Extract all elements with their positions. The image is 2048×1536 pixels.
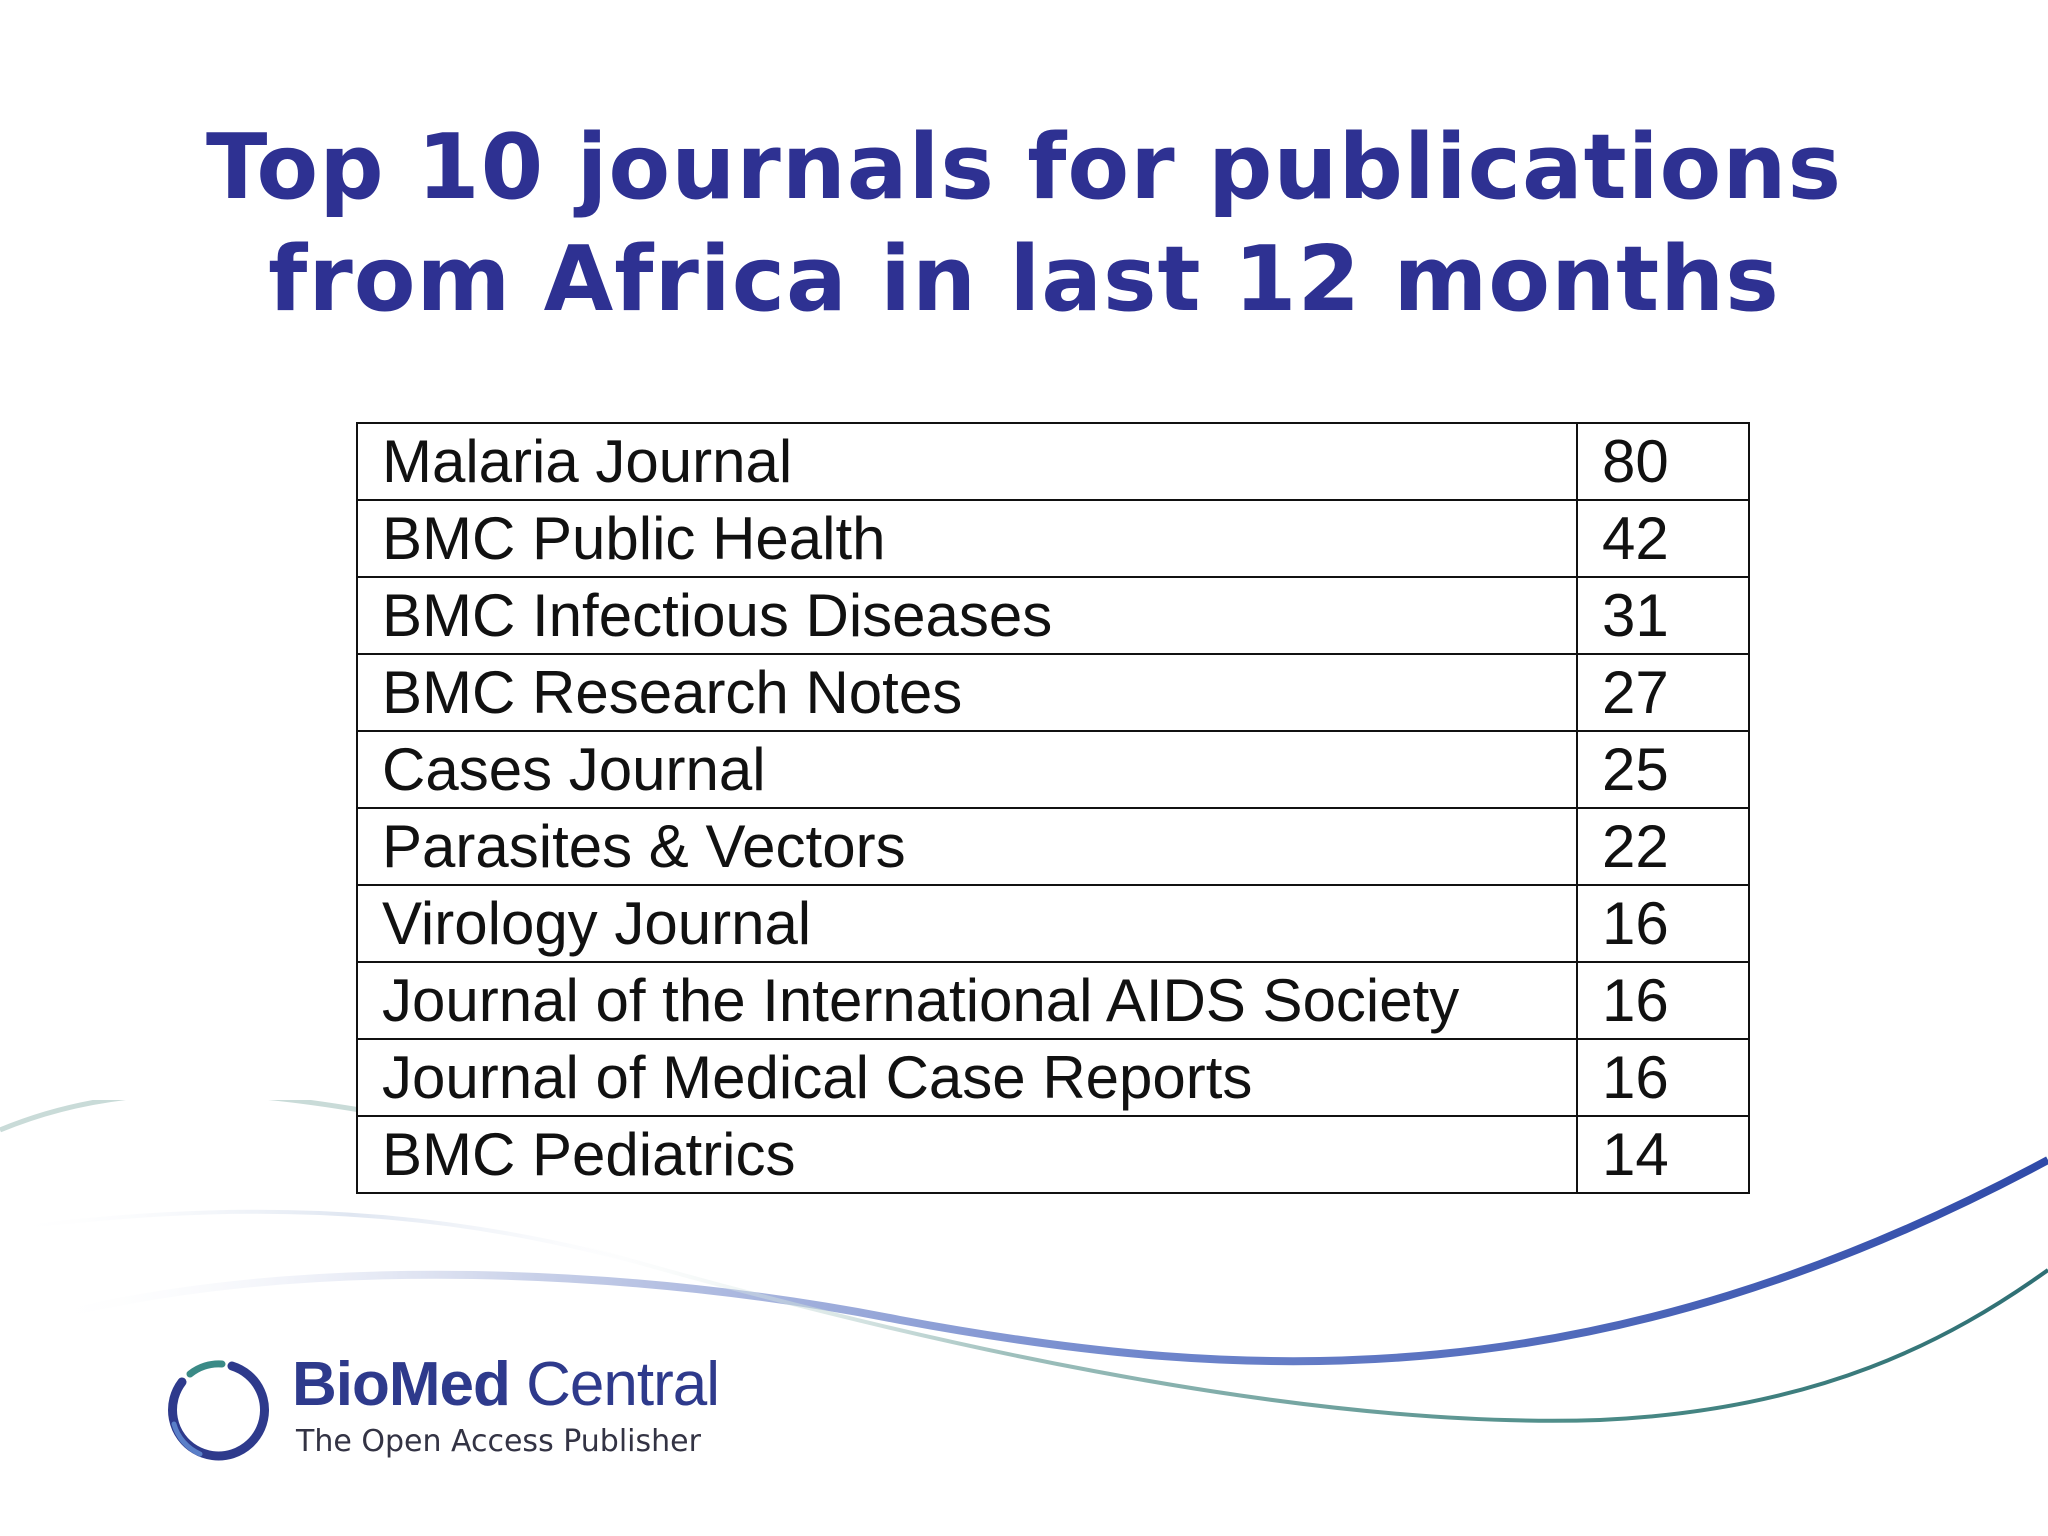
journal-name-cell: Cases Journal (356, 730, 1578, 809)
journal-name-cell: BMC Research Notes (356, 653, 1578, 732)
journal-name-cell: BMC Infectious Diseases (356, 576, 1578, 655)
journal-name-cell: BMC Pediatrics (356, 1115, 1578, 1194)
journal-name-cell: Malaria Journal (356, 422, 1578, 501)
swoosh-pale-curve (0, 1209, 701, 1282)
publication-count-cell: 22 (1576, 807, 1750, 886)
table-row: BMC Infectious Diseases 31 (356, 576, 1750, 655)
logo-tagline: The Open Access Publisher (296, 1424, 701, 1459)
table-row: BMC Public Health 42 (356, 499, 1750, 578)
publication-count-cell: 16 (1576, 884, 1750, 963)
table-row: BMC Pediatrics 14 (356, 1115, 1750, 1194)
journal-name-cell: BMC Public Health (356, 499, 1578, 578)
biomed-central-logo: BioMed Central The Open Access Publisher (160, 1350, 720, 1470)
table-row: Malaria Journal 80 (356, 422, 1750, 501)
swoosh-teal-curve (559, 1238, 2048, 1423)
publication-count-cell: 16 (1576, 1038, 1750, 1117)
publication-count-cell: 80 (1576, 422, 1750, 501)
publication-count-cell: 25 (1576, 730, 1750, 809)
journal-name-cell: Parasites & Vectors (356, 807, 1578, 886)
table-row: Journal of Medical Case Reports 16 (356, 1038, 1750, 1117)
logo-name-light: Central (509, 1350, 720, 1419)
swoosh-light-curve (0, 1100, 361, 1133)
publication-count-cell: 27 (1576, 653, 1750, 732)
table-row: Journal of the International AIDS Societ… (356, 961, 1750, 1040)
journal-name-cell: Virology Journal (356, 884, 1578, 963)
table-row: Virology Journal 16 (356, 884, 1750, 963)
table-row: Parasites & Vectors 22 (356, 807, 1750, 886)
logo-name-bold: BioMed (292, 1350, 511, 1419)
slide-title-line-1: Top 10 journals for publications (205, 115, 1843, 220)
slide-title: Top 10 journals for publications from Af… (0, 112, 2048, 336)
publication-count-cell: 16 (1576, 961, 1750, 1040)
biomed-central-ring-icon (168, 1360, 269, 1461)
logo-wordmark: BioMed Central (292, 1350, 720, 1420)
decorative-swoosh (0, 1100, 2048, 1423)
table-row: Cases Journal 25 (356, 730, 1750, 809)
slide-title-line-2: from Africa in last 12 months (268, 227, 1780, 332)
table-row: BMC Research Notes 27 (356, 653, 1750, 732)
publication-count-cell: 42 (1576, 499, 1750, 578)
publication-count-cell: 31 (1576, 576, 1750, 655)
journal-name-cell: Journal of the International AIDS Societ… (356, 961, 1578, 1040)
swoosh-blue-curve (38, 1156, 2048, 1366)
journals-table: Malaria Journal 80 BMC Public Health 42 … (356, 422, 1750, 1194)
publication-count-cell: 14 (1576, 1115, 1750, 1194)
journal-name-cell: Journal of Medical Case Reports (356, 1038, 1578, 1117)
